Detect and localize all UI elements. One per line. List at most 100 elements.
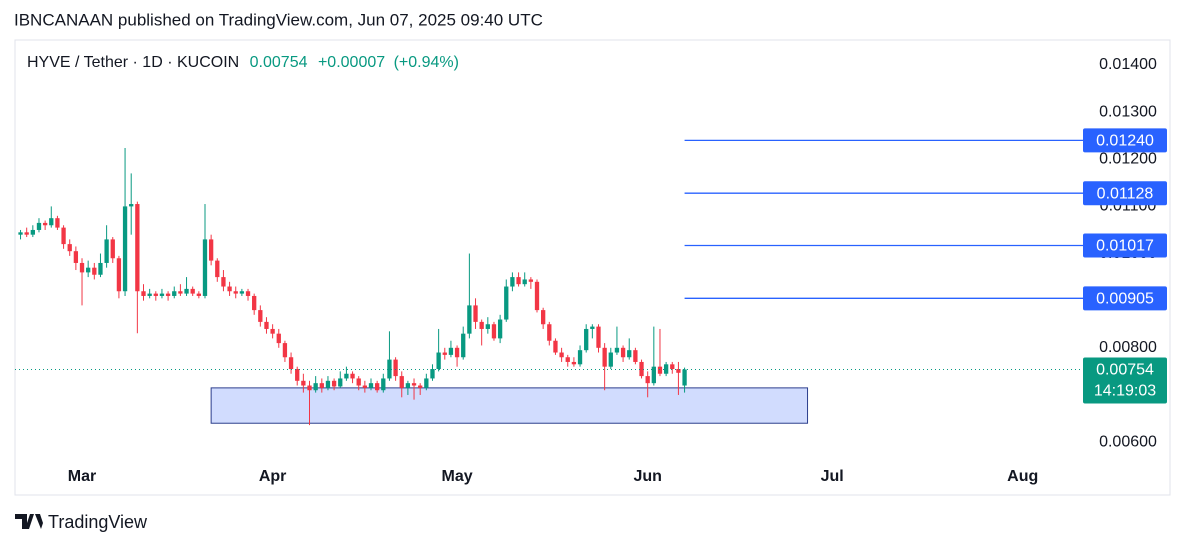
candle-body (454, 347, 460, 358)
footer-logo: TradingView (15, 512, 148, 532)
candle-body (627, 350, 632, 358)
y-tick-label: 0.00600 (1099, 433, 1157, 450)
candle-body (676, 369, 681, 373)
y-tick-label: 0.01300 (1099, 103, 1157, 120)
candle-body (301, 380, 306, 386)
candle-body (479, 321, 484, 329)
candle-body (516, 277, 521, 285)
candle-body (338, 378, 343, 387)
logo-icon (15, 514, 43, 529)
candle-body (92, 267, 97, 275)
candle-body (239, 291, 245, 294)
level-badge (1083, 128, 1167, 153)
candle-body (252, 295, 257, 311)
candle-body (110, 239, 115, 259)
level-label: 0.01128 (1097, 185, 1154, 202)
current-price-badge (1083, 357, 1167, 404)
candle-body (129, 204, 134, 207)
candle-body (86, 267, 91, 273)
level-badge (1083, 286, 1167, 311)
candle-body (387, 359, 392, 379)
last-price: 0.00754 (250, 54, 308, 71)
candle-body (418, 385, 423, 388)
candle-body (331, 380, 337, 387)
candle-body (36, 222, 42, 230)
candle-body (344, 373, 349, 379)
candle-body (141, 291, 146, 296)
candle-body (584, 328, 589, 351)
candle-body (657, 366, 663, 374)
level-label: 0.00905 (1096, 291, 1154, 308)
candle-body (350, 373, 355, 379)
candle-body (233, 291, 238, 294)
candle-body (528, 279, 534, 282)
chart-legend: HYVE / Tether · 1D · KUCOIN 0.00754 +0.0… (27, 54, 459, 71)
candle-body (258, 310, 263, 322)
price-change: +0.00007 (318, 54, 385, 71)
candle-body (620, 347, 626, 358)
candle-body (614, 347, 620, 353)
candle-body (663, 364, 669, 374)
candle-body (307, 385, 312, 391)
x-tick-label: Jul (821, 468, 844, 485)
candle-body (270, 328, 275, 334)
candle-body (282, 343, 288, 358)
candle-body (504, 286, 509, 320)
candle-body (368, 383, 374, 388)
candle-body (79, 262, 85, 273)
candle-body (436, 352, 441, 370)
candle-body (313, 383, 318, 391)
candle-body (571, 361, 577, 365)
candle-body (473, 305, 478, 322)
candle-body (430, 369, 435, 379)
candle-body (104, 239, 109, 263)
candle-body (362, 385, 368, 388)
chart-title: HYVE / Tether · 1D · KUCOIN (27, 54, 239, 71)
y-tick-label: 0.01200 (1099, 150, 1157, 167)
candle-body (633, 350, 638, 362)
candle-body (602, 347, 607, 367)
candle-body (467, 305, 472, 334)
candle-body (190, 288, 195, 294)
level-badge (1083, 233, 1167, 258)
candle-body (135, 204, 140, 292)
candle-body (596, 326, 601, 348)
candle-body (159, 293, 165, 296)
candle-body (221, 277, 226, 287)
candle-body (196, 293, 201, 296)
y-tick-label: 0.00800 (1099, 339, 1157, 356)
candle-body (184, 288, 189, 294)
candle-body (178, 291, 183, 294)
footer-brand: TradingView (48, 512, 148, 532)
candle-body (461, 333, 466, 358)
candle-body (55, 218, 60, 228)
candle-body (381, 378, 386, 391)
candle-body (215, 260, 220, 278)
candle-body (122, 206, 128, 292)
candle-body (288, 357, 294, 370)
candle-body (522, 279, 527, 285)
x-tick-label: Apr (259, 468, 287, 485)
candle-body (645, 376, 650, 384)
candle-body (42, 222, 48, 226)
x-tick-label: Jun (633, 468, 661, 485)
x-tick-label: Mar (68, 468, 96, 485)
candle-body (165, 293, 171, 296)
candle-body (245, 291, 251, 296)
candle-body (67, 244, 72, 252)
candle-body (559, 352, 564, 358)
price-change-percent: (+0.94%) (394, 54, 459, 71)
candle-body (534, 281, 540, 311)
candle-body (393, 359, 398, 377)
candle-body (147, 293, 152, 296)
candle-body (442, 352, 447, 355)
candle-body (448, 347, 454, 355)
chart-panel (14, 39, 1171, 496)
candle-body (18, 232, 23, 235)
candle-body (276, 333, 281, 344)
candle-body (295, 369, 300, 381)
candle-body (319, 383, 324, 388)
candle-body (608, 352, 613, 367)
candle-body (510, 277, 515, 287)
candle-body (682, 369, 687, 386)
